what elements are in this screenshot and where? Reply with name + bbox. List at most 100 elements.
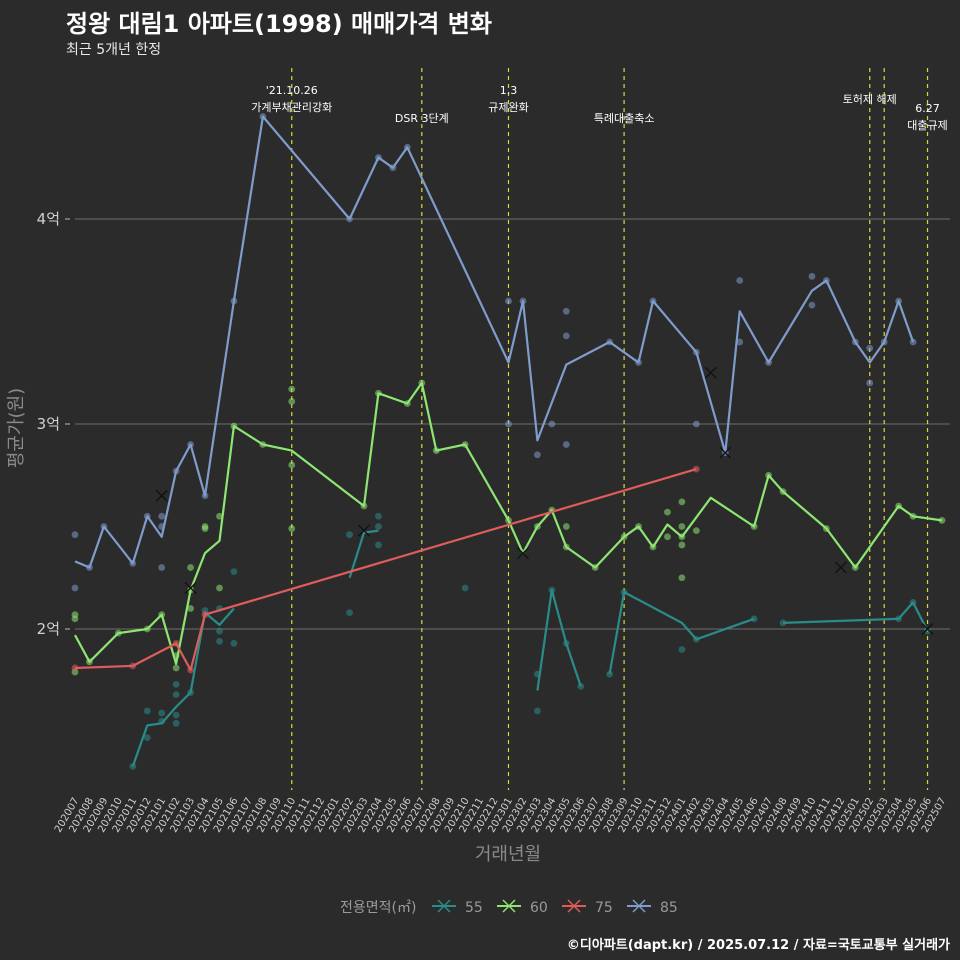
event-label: 1.3 <box>500 84 518 97</box>
data-point <box>505 420 512 428</box>
event-label: 6.27 <box>915 102 940 115</box>
legend: 전용면적(㎡) 55 60 75 85 <box>340 899 678 916</box>
data-point <box>216 627 223 635</box>
cancelled-marker <box>719 446 732 459</box>
cancelled-marker <box>921 623 934 635</box>
data-point <box>288 385 296 393</box>
cancelled-marker <box>834 561 847 574</box>
data-point <box>736 277 744 284</box>
data-point <box>808 301 816 309</box>
legend-label: 55 <box>465 900 483 916</box>
chart-title: 정왕 대림1 아파트(1998) 매매가격 변화 <box>66 10 492 38</box>
series-layer <box>71 113 946 770</box>
data-point <box>158 512 166 520</box>
data-point <box>692 420 700 428</box>
data-point <box>346 609 353 616</box>
data-point <box>216 637 223 645</box>
legend-item-60: 60 <box>497 899 548 916</box>
legend-label: 75 <box>595 900 613 916</box>
chart-subtitle: 최근 5개년 한정 <box>66 42 162 58</box>
cancel-stroke <box>834 561 847 574</box>
cancel-stroke <box>719 446 732 459</box>
cancel-stroke <box>921 623 934 635</box>
cancel-stroke <box>516 547 529 560</box>
data-point <box>736 338 744 346</box>
data-point <box>288 525 296 532</box>
data-point <box>866 344 874 352</box>
cancel-stroke <box>184 582 197 594</box>
data-point <box>808 273 816 280</box>
data-point <box>562 307 570 315</box>
data-point <box>692 527 700 534</box>
data-point <box>201 523 209 530</box>
tick-label-y: 4억 <box>37 210 60 228</box>
legend-item-85: 85 <box>627 899 678 916</box>
series-line <box>131 529 929 767</box>
tick-label-y: 2억 <box>37 620 60 638</box>
data-point <box>187 564 195 571</box>
data-point <box>216 512 223 520</box>
data-point <box>678 646 686 653</box>
data-point <box>172 719 180 727</box>
data-point <box>346 531 353 539</box>
tick-label-y: 3억 <box>37 415 60 433</box>
event-label: 가계부채관리강화 <box>251 101 332 114</box>
data-point <box>230 568 238 575</box>
legend-key-cross <box>567 899 581 913</box>
data-point <box>534 451 541 459</box>
data-point <box>172 664 180 672</box>
data-point <box>866 379 874 387</box>
cancelled-marker <box>155 489 168 502</box>
data-point <box>534 707 541 715</box>
cancelled-marker <box>704 366 717 379</box>
series-85 <box>71 113 917 592</box>
data-point <box>562 332 570 340</box>
data-point <box>461 584 469 592</box>
event-label: 토허제 해제 <box>843 92 897 106</box>
data-point <box>143 707 151 715</box>
cancel-stroke <box>358 524 370 537</box>
data-point <box>505 297 512 305</box>
data-point <box>548 420 556 428</box>
data-point <box>678 523 686 530</box>
data-point <box>71 531 79 539</box>
cancelled-marker <box>358 524 370 537</box>
event-label: 대출규제 <box>907 119 947 132</box>
legend-label: 85 <box>660 900 678 916</box>
grid-layer <box>75 218 950 630</box>
legend-key-cross <box>502 899 516 913</box>
data-point <box>664 508 671 516</box>
series-60 <box>71 379 946 676</box>
data-point <box>158 709 166 717</box>
legend-item-75: 75 <box>562 899 613 916</box>
data-point <box>664 533 671 541</box>
data-point <box>216 584 223 592</box>
data-point <box>562 441 570 448</box>
event-label: 특례대출축소 <box>594 112 655 125</box>
legend-title: 전용면적(㎡) <box>340 900 416 916</box>
x-axis-title: 거래년월 <box>475 844 541 865</box>
series-line <box>74 468 697 672</box>
y-axis-title: 평균가(원) <box>6 388 27 468</box>
data-point <box>71 615 79 623</box>
data-point <box>375 541 382 549</box>
data-point <box>172 691 180 698</box>
legend-label: 60 <box>530 900 548 916</box>
cancelled-marker <box>184 582 197 594</box>
data-point <box>375 523 382 530</box>
data-point <box>288 461 296 469</box>
series-75 <box>71 465 700 674</box>
axis-layer: 2억3억4억2020072020082020092020102020112020… <box>37 210 949 835</box>
data-point <box>562 523 570 530</box>
data-point <box>230 639 238 647</box>
data-point <box>375 512 382 520</box>
data-point <box>678 574 686 582</box>
legend-item-55: 55 <box>432 899 483 916</box>
event-label: '21.10.26 <box>266 84 318 97</box>
data-point <box>172 680 180 688</box>
data-point <box>71 584 79 592</box>
data-point <box>288 398 296 405</box>
event-label: 규제완화 <box>488 101 528 114</box>
cancelled-marker <box>516 547 529 560</box>
data-point <box>678 541 686 549</box>
